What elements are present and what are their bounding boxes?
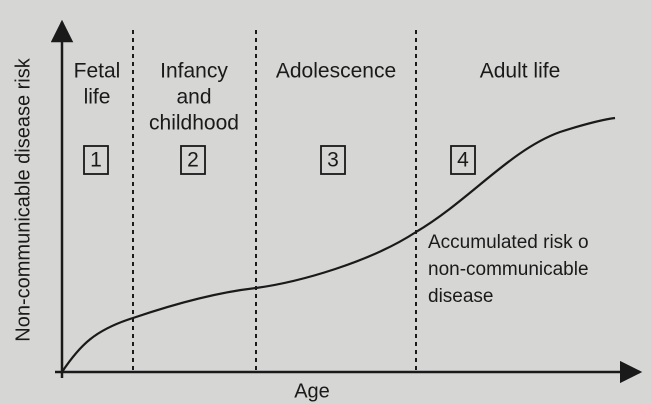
stage-box <box>83 145 109 175</box>
stage-dividers <box>132 30 417 372</box>
stage-number: 1 <box>90 149 102 172</box>
stage-label: childhood <box>149 112 239 135</box>
annotation-line: disease <box>428 286 494 307</box>
stage-label: Adolescence <box>276 60 396 83</box>
risk-curve <box>61 116 616 373</box>
stage-box <box>180 145 206 175</box>
stages: Fetal life 1 Infancy and childhood 2 Adolescenc… <box>74 60 561 175</box>
stage-box <box>320 145 346 175</box>
annotation: Accumulated risk o non-communicable diseas… <box>428 232 589 307</box>
annotation-line: non-communicable <box>428 259 589 280</box>
annotation-line: Accumulated risk o <box>428 232 589 253</box>
stage-number: 3 <box>327 149 339 172</box>
stage-label: Infancy <box>160 60 228 83</box>
stage-number: 4 <box>457 149 469 172</box>
x-axis-label: Age <box>294 380 330 402</box>
stage-label: and <box>176 86 211 109</box>
y-axis-label: Non-communicable disease risk <box>12 57 34 341</box>
stage-label: life <box>84 86 111 109</box>
stage-label: Fetal <box>74 60 121 83</box>
stage-label: Adult life <box>480 60 561 83</box>
stage-number: 2 <box>187 149 199 172</box>
stage-box <box>450 145 476 175</box>
